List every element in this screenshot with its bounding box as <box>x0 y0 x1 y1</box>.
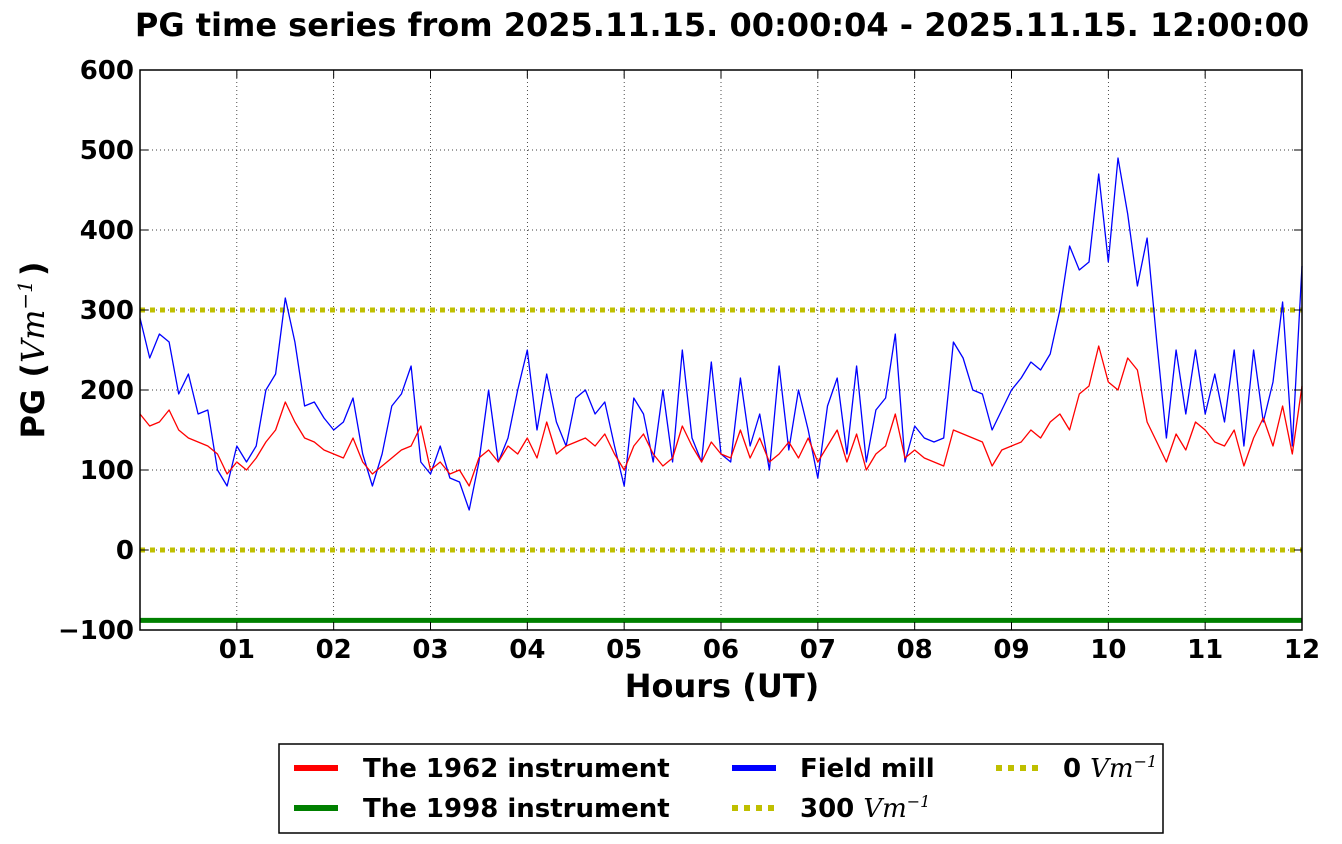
legend-label: 0 Vm−1 <box>1063 752 1157 784</box>
x-tick-label: 07 <box>800 635 836 665</box>
x-tick-label: 11 <box>1187 635 1223 665</box>
x-tick-label: 10 <box>1090 635 1126 665</box>
y-tick-label: 300 <box>80 296 134 326</box>
legend-label-text: The 1998 instrument <box>363 794 670 824</box>
x-tick-label: 02 <box>316 635 352 665</box>
y-tick-labels: −100 0 100 200 300 400 500 600 <box>58 56 134 646</box>
legend: The 1962 instrument The 1998 instrument Fi… <box>278 743 1164 834</box>
y-axis-label-exponent: −1 <box>13 280 37 309</box>
axis-ticks <box>140 69 1303 631</box>
x-tick-label: 12 <box>1284 635 1320 665</box>
legend-label-exponent: −1 <box>907 792 931 811</box>
chart-title: PG time series from 2025.11.15. 00:00:04… <box>135 6 1309 44</box>
x-tick-labels: 01 02 03 04 05 06 07 08 09 10 11 12 <box>219 635 1320 665</box>
legend-frame <box>278 743 1164 834</box>
y-tick-label: 500 <box>80 136 134 166</box>
x-tick-label: 01 <box>219 635 255 665</box>
y-axis-label: PG (Vm−1) <box>13 261 52 438</box>
x-tick-label: 06 <box>703 635 739 665</box>
x-tick-label: 04 <box>509 635 545 665</box>
legend-label-unit: Vm <box>863 794 906 824</box>
y-tick-label: 100 <box>80 456 134 486</box>
legend-label-exponent: −1 <box>1134 752 1158 771</box>
x-tick-label: 05 <box>606 635 642 665</box>
grid-lines <box>140 69 1303 631</box>
legend-label-text: 300 <box>800 794 863 824</box>
y-tick-label: 600 <box>80 56 134 86</box>
series-line-the-1962-instrument <box>139 345 1303 487</box>
x-axis-label: Hours (UT) <box>625 667 820 705</box>
y-axis-label-unit: Vm <box>14 310 52 363</box>
legend-label-text: The 1962 instrument <box>363 754 670 784</box>
series-layer <box>139 157 1303 623</box>
legend-label: The 1998 instrument <box>363 794 670 824</box>
y-tick-label: −100 <box>58 616 134 646</box>
legend-items: The 1962 instrument The 1998 instrument Fi… <box>294 752 1157 824</box>
x-tick-label: 03 <box>412 635 448 665</box>
legend-label: 300 Vm−1 <box>800 792 930 824</box>
y-axis-label-prefix: PG ( <box>14 363 52 438</box>
y-axis-label-suffix: ) <box>14 261 52 276</box>
legend-label: The 1962 instrument <box>363 754 670 784</box>
y-tick-label: 200 <box>80 376 134 406</box>
x-tick-label: 08 <box>897 635 933 665</box>
legend-label-text: Field mill <box>800 754 935 784</box>
legend-label-text: 0 <box>1063 754 1090 784</box>
y-tick-label: 400 <box>80 216 134 246</box>
y-tick-label: 0 <box>116 536 134 566</box>
legend-label: Field mill <box>800 754 935 784</box>
x-tick-label: 09 <box>993 635 1029 665</box>
legend-label-unit: Vm <box>1090 754 1133 784</box>
